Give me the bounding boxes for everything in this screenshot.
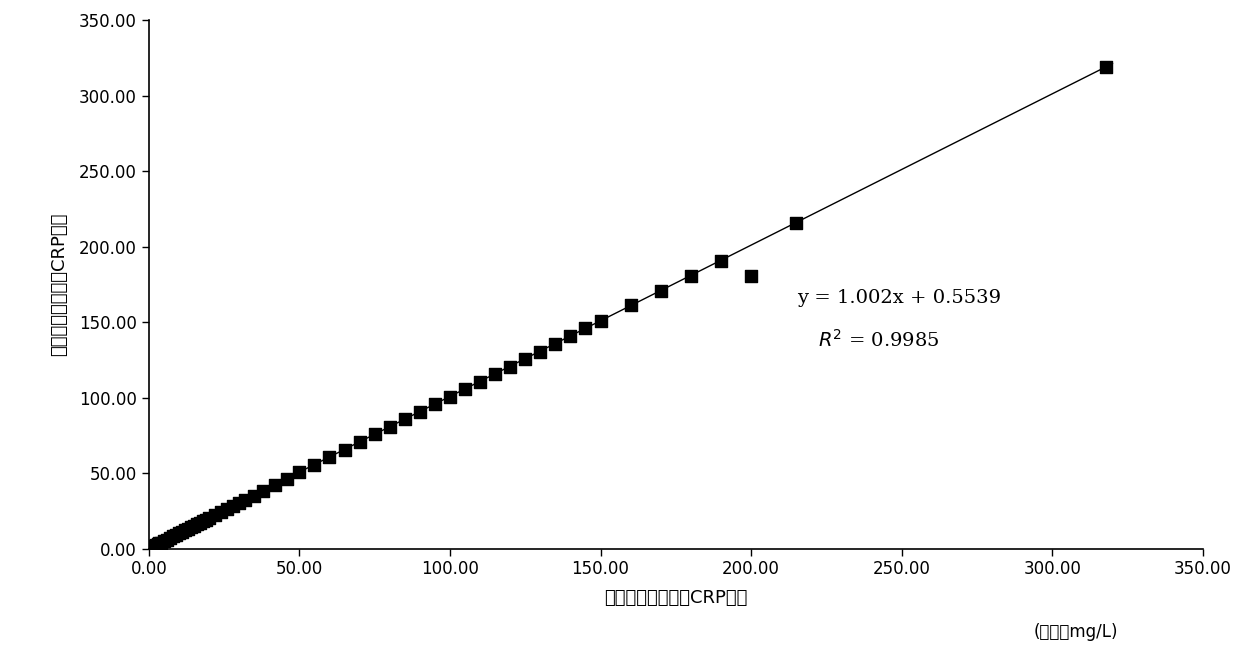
Point bbox=[196, 514, 216, 525]
Point bbox=[516, 354, 536, 365]
Point bbox=[590, 316, 610, 326]
Point bbox=[145, 540, 165, 551]
Point bbox=[440, 391, 460, 402]
Point bbox=[786, 218, 806, 229]
Point bbox=[253, 486, 273, 496]
Point bbox=[179, 524, 198, 535]
Point bbox=[560, 331, 580, 342]
Point bbox=[193, 516, 213, 527]
Point bbox=[500, 361, 520, 372]
Point bbox=[265, 480, 285, 490]
Point bbox=[200, 513, 219, 524]
Point bbox=[470, 377, 490, 387]
Point bbox=[485, 369, 505, 379]
Point bbox=[160, 533, 180, 543]
Point bbox=[166, 530, 186, 541]
Point bbox=[742, 271, 761, 282]
Point bbox=[410, 407, 430, 417]
Point bbox=[211, 507, 231, 518]
Point bbox=[289, 467, 309, 478]
Point bbox=[244, 490, 264, 501]
Point bbox=[175, 525, 195, 536]
Point bbox=[144, 541, 164, 552]
Point bbox=[711, 256, 730, 266]
Y-axis label: 国际知名品牌血清CRP试剂: 国际知名品牌血清CRP试剂 bbox=[50, 213, 68, 356]
Point bbox=[154, 536, 174, 547]
Point bbox=[181, 522, 201, 533]
Point bbox=[146, 539, 166, 550]
Point bbox=[187, 519, 207, 530]
Point bbox=[223, 501, 243, 512]
Point bbox=[425, 399, 445, 409]
Text: $R^2$ = 0.9985: $R^2$ = 0.9985 bbox=[818, 329, 940, 351]
Point bbox=[190, 518, 210, 529]
Text: y = 1.002x + 0.5539: y = 1.002x + 0.5539 bbox=[797, 288, 1001, 306]
Point bbox=[365, 428, 384, 439]
Point bbox=[140, 543, 160, 553]
Point bbox=[141, 542, 161, 553]
Point bbox=[157, 534, 177, 545]
Point bbox=[531, 346, 551, 357]
Point bbox=[575, 322, 595, 333]
Point bbox=[651, 286, 671, 296]
Point bbox=[681, 271, 701, 282]
Point bbox=[379, 421, 399, 432]
Point bbox=[394, 414, 414, 425]
Point bbox=[172, 527, 192, 537]
Point bbox=[546, 339, 565, 349]
Point bbox=[205, 510, 224, 520]
Point bbox=[621, 300, 641, 311]
Point bbox=[236, 495, 255, 506]
Point bbox=[305, 460, 325, 470]
Point bbox=[455, 384, 475, 395]
X-axis label: 本发明全血全量程CRP试剂: 本发明全血全量程CRP试剂 bbox=[604, 589, 748, 607]
Point bbox=[149, 538, 169, 549]
Point bbox=[320, 452, 340, 462]
Point bbox=[278, 474, 298, 484]
Point bbox=[151, 537, 171, 548]
Point bbox=[335, 445, 355, 456]
Point bbox=[217, 504, 237, 514]
Point bbox=[148, 539, 167, 549]
Point bbox=[350, 437, 370, 448]
Point bbox=[169, 528, 188, 539]
Point bbox=[229, 498, 249, 508]
Point bbox=[184, 520, 203, 531]
Point bbox=[162, 531, 182, 542]
Text: (单位：mg/L): (单位：mg/L) bbox=[1034, 623, 1118, 641]
Point bbox=[1096, 62, 1116, 72]
